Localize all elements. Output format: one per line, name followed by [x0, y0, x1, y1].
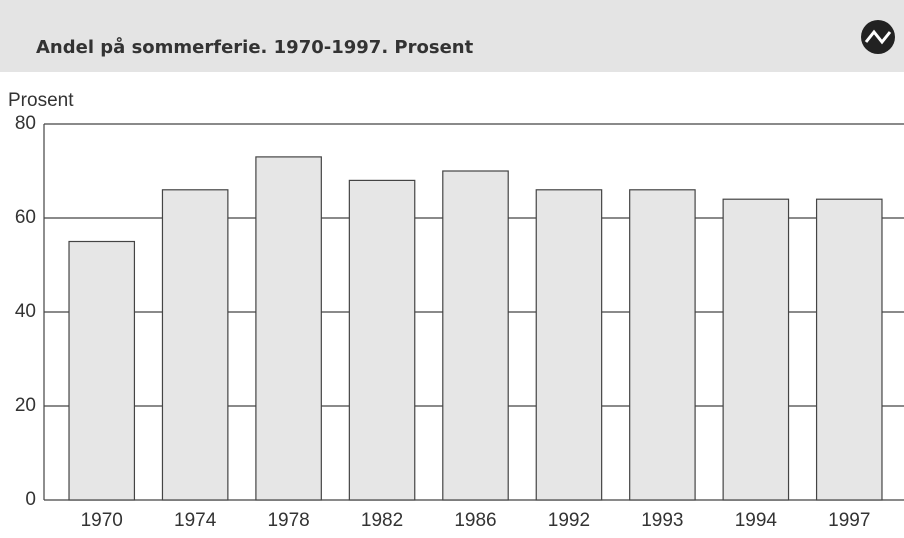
x-tick-label: 1978	[267, 510, 309, 531]
bar	[815, 198, 883, 501]
bar	[255, 156, 322, 501]
y-tick-label: 60	[15, 207, 36, 228]
y-tick-label: 40	[15, 301, 36, 322]
bar	[535, 189, 603, 501]
y-axis-label: Prosent	[8, 90, 74, 111]
bar	[722, 198, 790, 501]
logo	[861, 20, 895, 54]
y-tick-label: 20	[15, 395, 36, 416]
bar	[348, 179, 416, 501]
x-tick-label: 1974	[174, 510, 217, 531]
bar	[442, 170, 509, 501]
x-tick-label: 1986	[454, 510, 496, 531]
x-tick-label: 1993	[641, 510, 683, 531]
header-band	[0, 0, 904, 72]
chart-title: Andel på sommerferie. 1970-1997. Prosent	[36, 36, 474, 58]
x-tick-label: 1994	[735, 510, 778, 531]
x-tick-label: 1970	[81, 510, 123, 531]
bar	[68, 240, 136, 501]
y-tick-label: 0	[25, 489, 36, 510]
x-tick-label: 1992	[548, 510, 590, 531]
bar	[629, 189, 696, 501]
x-tick-label: 1982	[361, 510, 403, 531]
y-tick-label: 80	[15, 113, 36, 134]
x-tick-label: 1997	[828, 510, 870, 531]
bar	[161, 189, 229, 501]
